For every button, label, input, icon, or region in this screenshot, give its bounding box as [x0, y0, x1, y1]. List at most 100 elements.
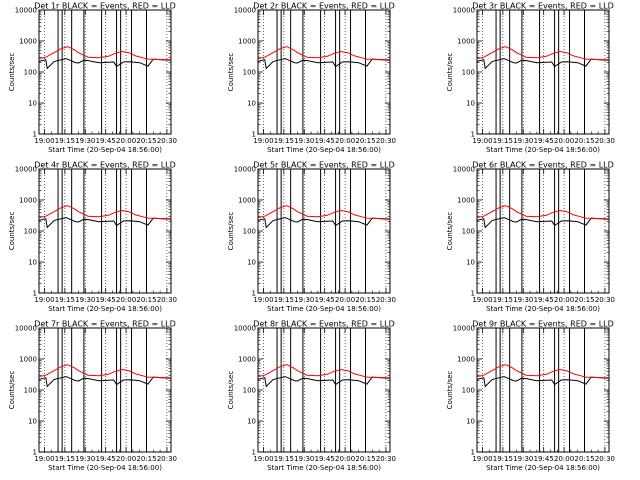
series-lld-line	[257, 46, 391, 61]
y-tick-label: 1	[252, 449, 256, 457]
x-tick-label: 20:30	[595, 455, 615, 463]
y-tick-label: 10000	[15, 166, 37, 174]
y-tick-label: 100	[462, 228, 475, 236]
y-tick-label: 10000	[234, 7, 256, 15]
x-axis-label: Start Time (20-Sep-04 18:56:00)	[48, 146, 162, 154]
x-tick-label: 19:30	[294, 296, 314, 304]
y-tick-label: 1000	[19, 38, 37, 46]
y-axis-label: Counts/sec	[8, 371, 16, 410]
y-tick-label: 10000	[453, 7, 475, 15]
x-tick-label: 19:15	[55, 137, 75, 145]
y-tick-label: 1000	[238, 356, 256, 364]
x-tick-label: 19:45	[534, 296, 554, 304]
y-tick-label: 1	[471, 290, 475, 298]
x-tick-label: 19:00	[34, 455, 54, 463]
y-tick-label: 1000	[457, 197, 475, 205]
x-tick-label: 20:00	[116, 137, 136, 145]
y-tick-label: 1	[471, 449, 475, 457]
y-axis-label: Counts/sec	[446, 53, 454, 92]
x-tick-label: 19:15	[493, 296, 513, 304]
x-tick-label: 19:45	[315, 296, 335, 304]
x-tick-label: 19:30	[513, 137, 533, 145]
series-lld-line	[38, 46, 172, 61]
x-tick-label: 20:15	[355, 296, 375, 304]
y-tick-label: 10000	[234, 325, 256, 333]
y-axis-label: Counts/sec	[8, 53, 16, 92]
x-axis-label: Start Time (20-Sep-04 18:56:00)	[48, 464, 162, 472]
chart-9: Det 9r BLACK = Events, RED = LLD 1 10 100 10…	[446, 320, 615, 473]
chart-3: Det 3r BLACK = Events, RED = LLD 1 10 100 10…	[446, 2, 615, 155]
y-tick-label: 100	[243, 387, 256, 395]
x-tick-label: 20:15	[355, 137, 375, 145]
x-axis-label: Start Time (20-Sep-04 18:56:00)	[48, 305, 162, 313]
x-tick-label: 20:15	[136, 296, 156, 304]
x-tick-label: 19:30	[75, 455, 95, 463]
x-tick-label: 19:30	[513, 455, 533, 463]
series-lld-line	[257, 205, 391, 220]
x-tick-label: 20:00	[335, 296, 355, 304]
plot-frame	[38, 168, 172, 294]
x-tick-label: 19:45	[96, 455, 116, 463]
x-tick-label: 20:30	[157, 137, 177, 145]
x-tick-label: 20:00	[554, 296, 574, 304]
y-axis-label: Counts/sec	[8, 212, 16, 251]
y-tick-label: 10	[247, 259, 256, 267]
chart-title: Det 9r BLACK = Events, RED = LLD	[472, 320, 614, 329]
x-tick-label: 20:30	[595, 137, 615, 145]
y-tick-label: 1	[471, 131, 475, 139]
chart-1: Det 1r BLACK = Events, RED = LLD 1 10 100 10…	[8, 2, 177, 155]
x-tick-label: 19:30	[75, 137, 95, 145]
plot-frame	[38, 9, 172, 135]
y-tick-label: 10000	[234, 166, 256, 174]
x-tick-label: 19:45	[96, 296, 116, 304]
chart-title: Det 6r BLACK = Events, RED = LLD	[472, 161, 614, 170]
plot-frame	[38, 327, 172, 453]
series-events-line	[257, 376, 391, 388]
y-tick-label: 10	[28, 100, 37, 108]
x-tick-label: 19:15	[55, 296, 75, 304]
y-tick-label: 100	[462, 69, 475, 77]
x-tick-label: 20:30	[157, 296, 177, 304]
x-tick-label: 20:30	[595, 296, 615, 304]
chart-title: Det 4r BLACK = Events, RED = LLD	[34, 161, 176, 170]
x-tick-label: 20:30	[376, 137, 396, 145]
chart-4: Det 4r BLACK = Events, RED = LLD 1 10 100 10…	[8, 161, 177, 314]
y-tick-label: 10000	[15, 7, 37, 15]
x-tick-label: 20:00	[554, 455, 574, 463]
x-tick-label: 20:00	[335, 137, 355, 145]
x-tick-label: 19:30	[513, 296, 533, 304]
x-axis-label: Start Time (20-Sep-04 18:56:00)	[267, 464, 381, 472]
x-tick-label: 20:15	[136, 455, 156, 463]
x-tick-label: 20:00	[116, 296, 136, 304]
x-tick-label: 19:45	[534, 455, 554, 463]
y-axis-label: Counts/sec	[227, 212, 235, 251]
y-tick-label: 1	[33, 290, 37, 298]
x-axis-label: Start Time (20-Sep-04 18:56:00)	[486, 146, 600, 154]
y-tick-label: 10	[466, 259, 475, 267]
chart-title: Det 7r BLACK = Events, RED = LLD	[34, 320, 176, 329]
y-tick-label: 1000	[457, 38, 475, 46]
x-tick-label: 19:45	[315, 455, 335, 463]
plot-frame	[476, 327, 610, 453]
x-tick-label: 19:30	[75, 296, 95, 304]
plot-frame	[257, 327, 391, 453]
series-events-line	[476, 376, 610, 388]
y-axis-label: Counts/sec	[446, 212, 454, 251]
x-tick-label: 19:00	[34, 296, 54, 304]
y-tick-label: 1000	[238, 197, 256, 205]
x-tick-label: 19:00	[472, 137, 492, 145]
plot-frame	[476, 9, 610, 135]
y-tick-label: 1000	[19, 356, 37, 364]
series-lld-line	[38, 205, 172, 220]
chart-7: Det 7r BLACK = Events, RED = LLD 1 10 100 10…	[8, 320, 177, 473]
chart-title: Det 1r BLACK = Events, RED = LLD	[34, 2, 176, 11]
y-tick-label: 1000	[457, 356, 475, 364]
y-tick-label: 10	[28, 259, 37, 267]
chart-2: Det 2r BLACK = Events, RED = LLD 1 10 100 10…	[227, 2, 396, 155]
series-lld-line	[476, 364, 610, 379]
y-tick-label: 10	[466, 100, 475, 108]
y-tick-label: 100	[243, 69, 256, 77]
plot-frame	[257, 9, 391, 135]
